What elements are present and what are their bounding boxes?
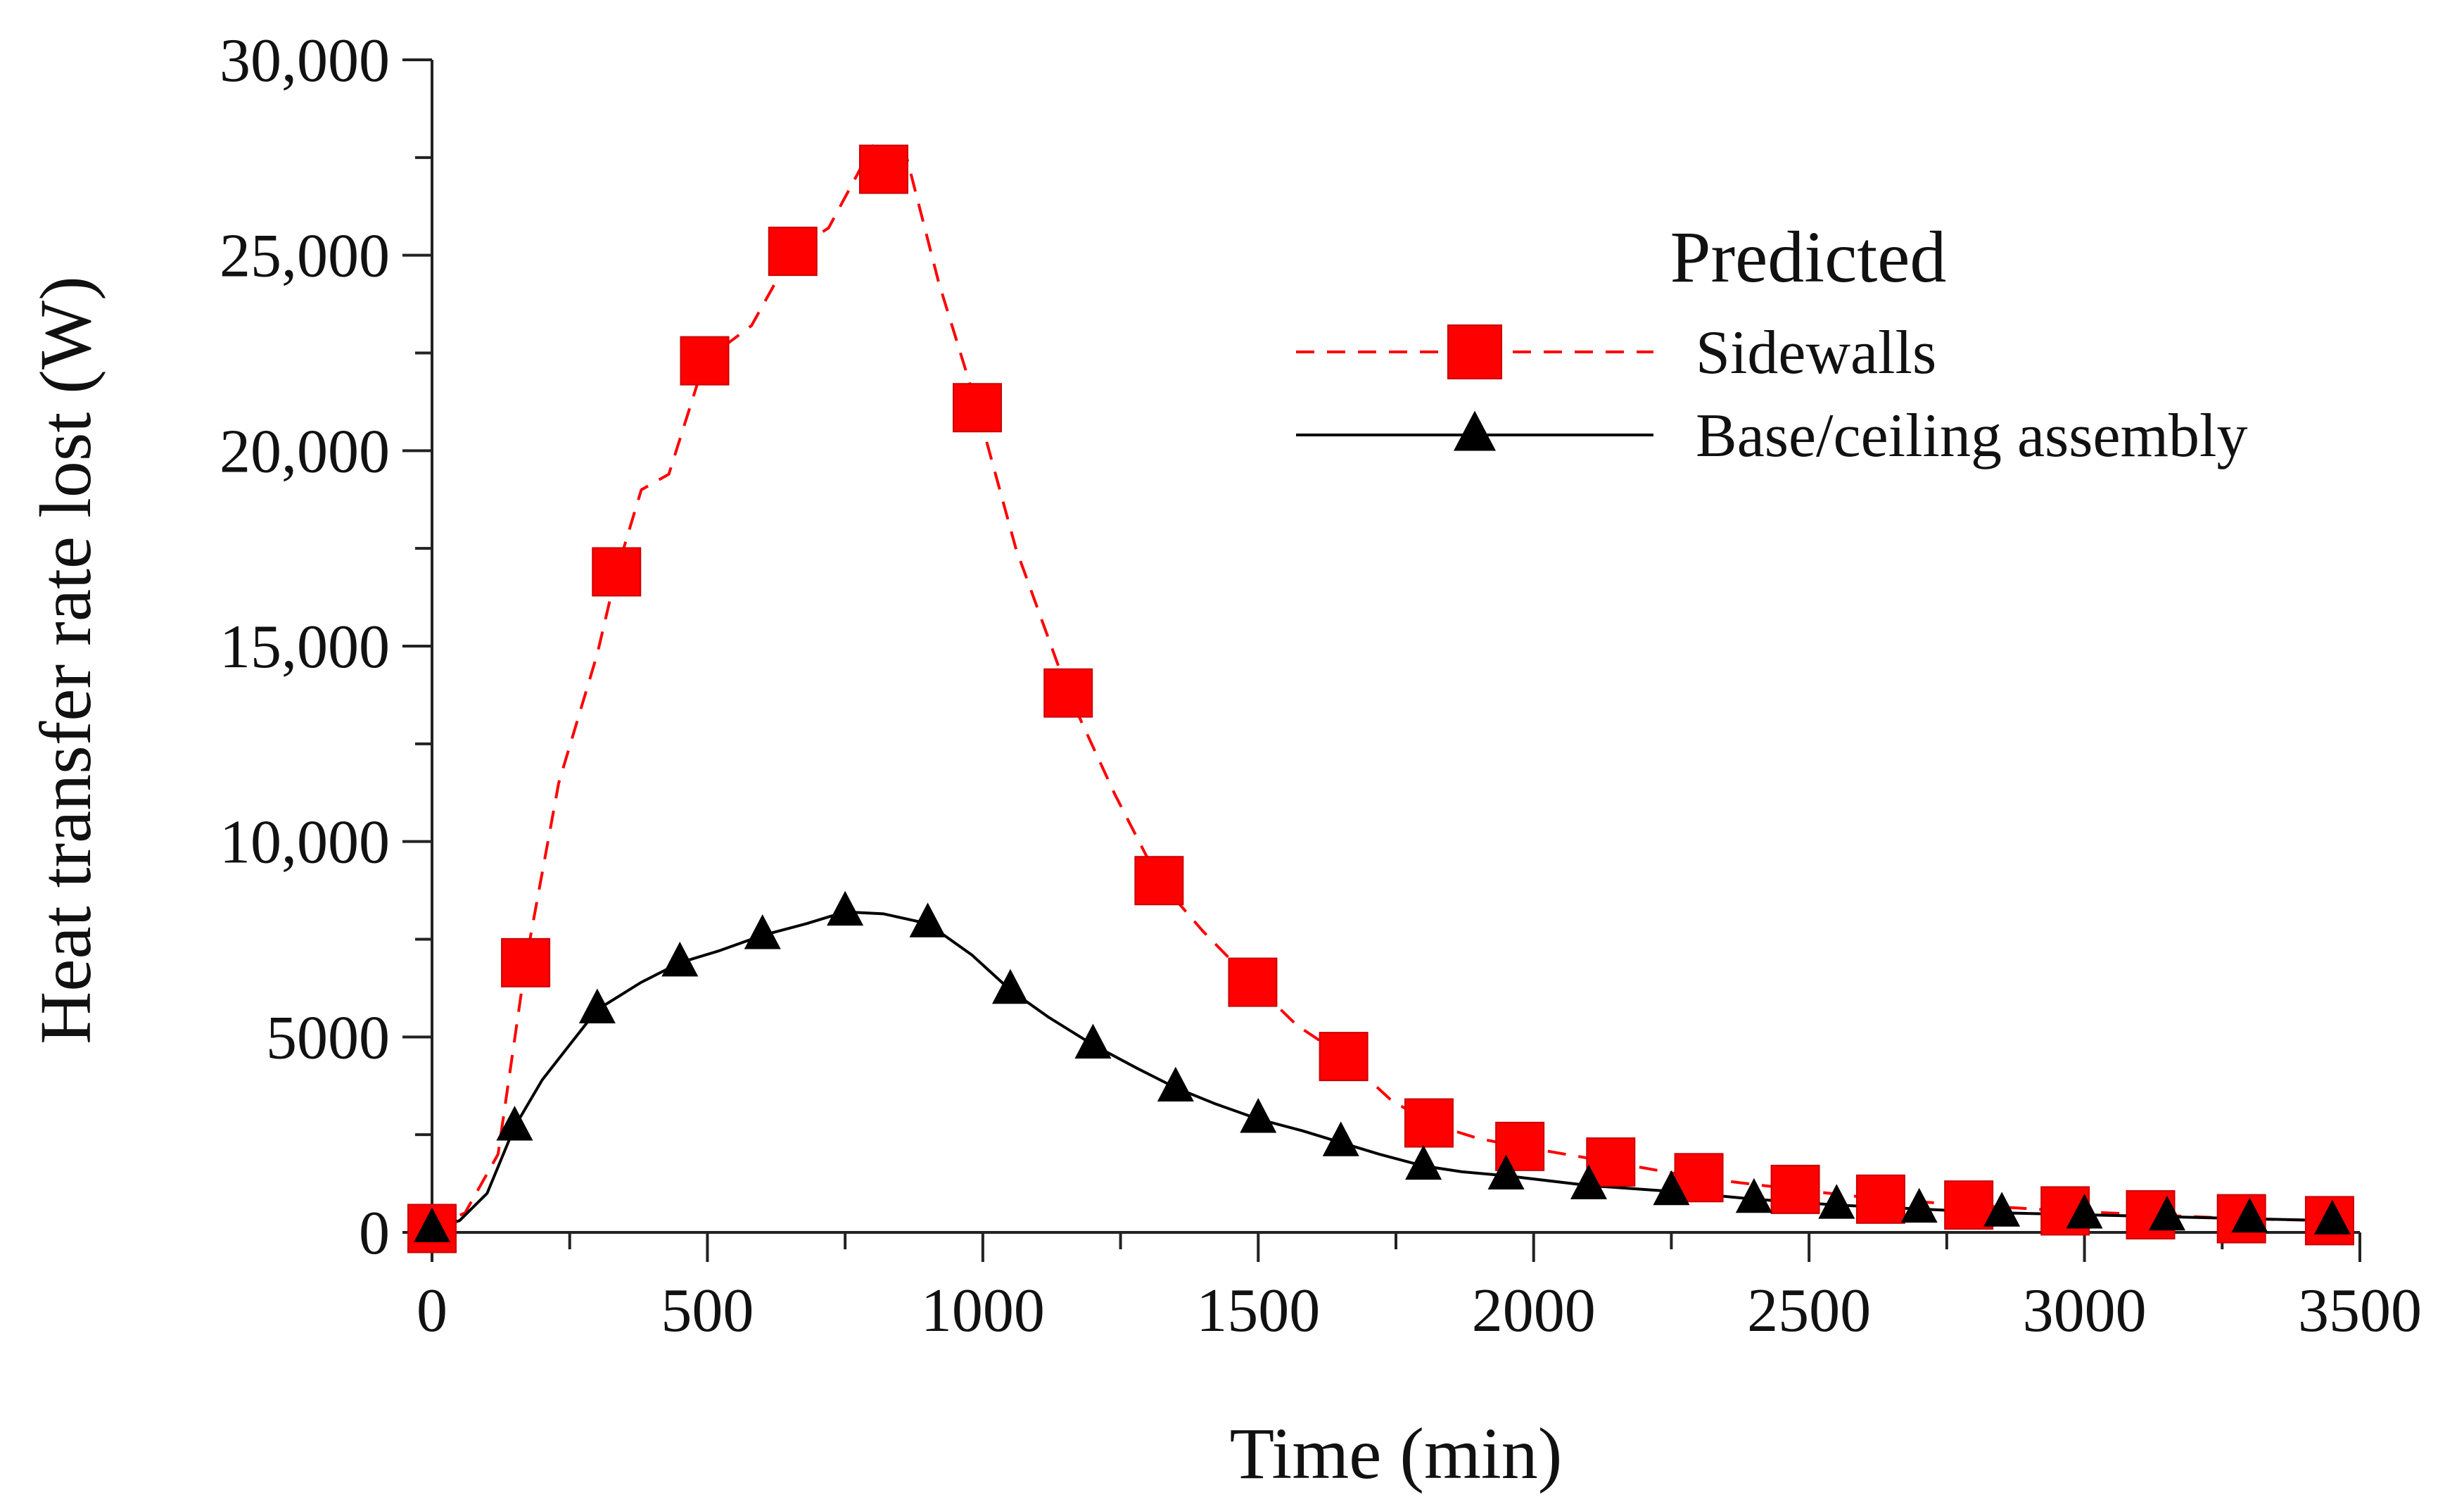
base-ceiling-point <box>1074 1023 1112 1059</box>
y-tick-label: 30,000 <box>220 27 390 95</box>
base-ceiling-point <box>414 1207 450 1242</box>
base-ceiling-point <box>1157 1066 1194 1102</box>
x-tick-label: 3500 <box>2298 1277 2422 1345</box>
sidewalls-point <box>501 937 551 987</box>
sidewalls-point <box>1944 1180 1994 1230</box>
base-ceiling-point <box>1240 1098 1277 1133</box>
x-tick-label: 2000 <box>1472 1277 1596 1345</box>
legend-marker-base-ceiling <box>1454 410 1496 451</box>
base-ceiling-point <box>2149 1195 2185 1231</box>
base-ceiling-point <box>1735 1177 1772 1213</box>
series-markers-group <box>407 144 2354 1254</box>
sidewalls-point <box>858 144 908 194</box>
x-tick-label: 1000 <box>921 1277 1045 1345</box>
sidewalls-point <box>1855 1174 1905 1224</box>
sidewalls-point <box>1134 856 1184 906</box>
y-tick-label: 25,000 <box>220 222 390 291</box>
base-ceiling-point <box>744 914 781 949</box>
sidewalls-point <box>953 383 1003 433</box>
x-tick-label: 500 <box>661 1277 754 1345</box>
base-ceiling-point <box>1322 1121 1359 1156</box>
y-tick-label: 0 <box>359 1199 390 1268</box>
base-ceiling-point <box>496 1106 533 1141</box>
y-tick-label: 5000 <box>266 1004 390 1072</box>
x-axis-title: Time (min) <box>1230 1413 1563 1494</box>
base-ceiling-point <box>1570 1164 1607 1199</box>
base-ceiling-point <box>578 988 616 1023</box>
base-ceiling-point <box>1487 1154 1525 1189</box>
base-ceiling-point <box>909 902 946 937</box>
legend-marker-sidewalls <box>1447 324 1502 379</box>
base-ceiling-point <box>1818 1184 1855 1219</box>
base-ceiling-point <box>1900 1187 1938 1223</box>
x-tick-label: 0 <box>417 1277 447 1345</box>
sidewalls-point <box>1228 957 1278 1007</box>
base-ceiling-point <box>1405 1144 1442 1180</box>
legend-label-sidewalls: Sidewalls <box>1696 319 1936 387</box>
y-tick-label: 20,000 <box>220 417 390 486</box>
y-axis-title: Heat transfer rate lost (W) <box>25 276 106 1044</box>
base-ceiling-point <box>1983 1192 2021 1227</box>
legend: Predicted Sidewalls Base/ceiling assembly <box>1296 217 2247 470</box>
base-ceiling-point <box>2313 1199 2351 1235</box>
sidewalls-point <box>592 547 642 597</box>
y-tick-label: 15,000 <box>220 613 390 681</box>
legend-title: Predicted <box>1670 217 1947 298</box>
sidewalls-point <box>1404 1098 1454 1148</box>
y-tick-label: 10,000 <box>220 809 390 877</box>
x-tick-label: 2500 <box>1747 1277 1871 1345</box>
x-tick-label: 1500 <box>1196 1277 1320 1345</box>
sidewalls-point <box>1770 1164 1820 1214</box>
legend-label-base-ceiling: Base/ceiling assembly <box>1696 402 2247 470</box>
axes-group: 0 500 1000 1500 2000 2500 3000 3500 0 5000 10,000 1… <box>220 27 2422 1345</box>
base-ceiling-point <box>827 890 864 926</box>
base-ceiling-point <box>2066 1194 2103 1229</box>
base-ceiling-point <box>992 968 1029 1004</box>
sidewalls-point <box>1043 668 1093 718</box>
sidewalls-point <box>768 227 818 277</box>
base-ceiling-point <box>661 941 699 977</box>
sidewalls-point <box>1319 1032 1368 1082</box>
base-ceiling-point <box>1653 1170 1690 1206</box>
base-ceiling-point <box>2231 1197 2268 1233</box>
sidewalls-point <box>680 336 730 386</box>
x-tick-label: 3000 <box>2023 1277 2147 1345</box>
